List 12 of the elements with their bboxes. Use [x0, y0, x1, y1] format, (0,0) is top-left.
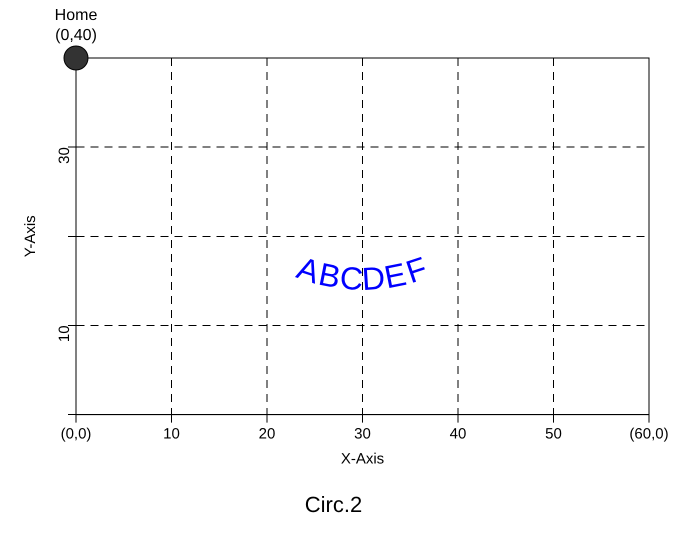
text: Circ.2	[304, 492, 362, 517]
x-tick-label: (0,0)	[60, 426, 92, 443]
y-axis-title: Y-Axis	[22, 215, 40, 258]
x-tick-label: 20	[258, 426, 276, 443]
x-tick-label: (60,0)	[629, 426, 669, 443]
annotation: Home (0,40)	[54, 7, 98, 44]
x-tick-label: 10	[163, 426, 180, 443]
x-tick-label: 40	[450, 426, 466, 443]
x-tick-label: 50	[545, 426, 562, 443]
x-tick-label: 30	[354, 426, 371, 443]
x-axis-title: X-Axis	[340, 450, 384, 468]
annotation: ABCDEF	[292, 249, 432, 298]
